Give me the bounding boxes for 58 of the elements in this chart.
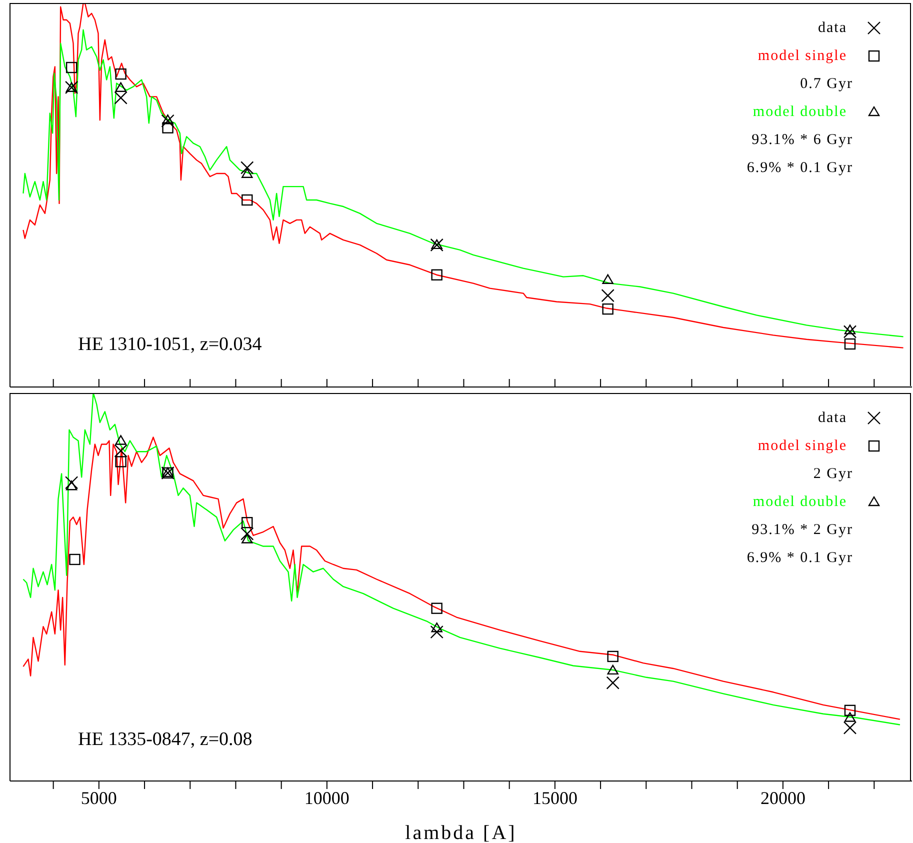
legend-label: model double <box>752 494 847 510</box>
text: HE 1335-0847, z=0.08 <box>78 729 252 751</box>
point <box>115 435 126 445</box>
point <box>114 91 128 104</box>
point <box>602 303 614 315</box>
point <box>843 325 857 338</box>
point <box>430 625 444 639</box>
point <box>161 114 174 128</box>
point <box>844 712 856 722</box>
point <box>64 80 78 94</box>
point <box>431 239 442 250</box>
point <box>242 516 253 528</box>
annotation: 6.9% * 0.1 Gyr <box>746 548 854 568</box>
point <box>430 238 444 252</box>
point <box>844 338 856 350</box>
point <box>602 274 614 284</box>
point <box>242 194 253 206</box>
point <box>66 82 78 92</box>
x-tick-label: 5000 <box>80 788 117 808</box>
point <box>431 269 442 280</box>
x-tick-label: 20000 <box>760 788 806 808</box>
point <box>66 62 78 74</box>
point <box>601 289 614 302</box>
point <box>242 168 253 178</box>
legend-label: data <box>818 410 847 426</box>
point <box>242 534 253 544</box>
text: HE 1310-1051, z=0.034 <box>78 334 262 356</box>
point <box>431 622 442 632</box>
point <box>115 82 126 92</box>
point <box>115 68 126 80</box>
annotation: 93.1% * 2 Gyr <box>750 520 854 540</box>
point <box>162 122 174 134</box>
annotation: 2 Gyr <box>812 464 854 484</box>
point <box>64 476 78 490</box>
point <box>431 602 442 614</box>
annotation: 93.1% * 6 Gyr <box>750 130 854 150</box>
point <box>115 456 126 468</box>
point <box>66 480 78 490</box>
point <box>240 527 254 540</box>
point <box>843 721 857 734</box>
point <box>114 444 128 458</box>
x-tick-label: 15000 <box>532 788 578 808</box>
point <box>606 676 620 690</box>
point <box>607 650 618 662</box>
x-tick-label: 10000 <box>304 788 350 808</box>
annotation: 0.7 Gyr <box>799 74 854 94</box>
point <box>69 554 80 566</box>
legend-label: data <box>818 20 847 36</box>
legend-label: model double <box>752 104 847 120</box>
x-axis-title: lambda [A] <box>405 822 517 843</box>
point <box>240 161 254 174</box>
annotation: 6.9% * 0.1 Gyr <box>746 158 854 178</box>
legend-label: model single <box>758 438 847 454</box>
point <box>162 114 174 124</box>
point <box>607 664 618 675</box>
point <box>844 704 856 716</box>
point <box>844 324 856 334</box>
legend-label: model single <box>758 48 847 64</box>
